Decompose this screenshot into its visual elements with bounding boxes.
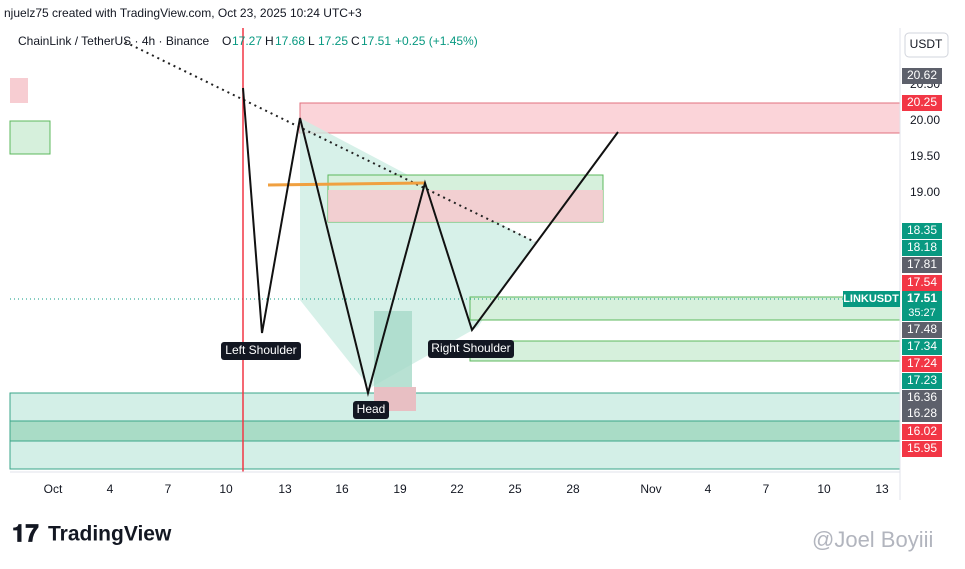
- price-tick: 20.00: [910, 113, 940, 127]
- price-badge-label: 17.23: [907, 373, 937, 387]
- symbol-name: LINKUSDT: [843, 293, 899, 305]
- price-badge-label: 20.25: [907, 95, 937, 109]
- price-badge-label: 16.36: [907, 390, 937, 404]
- zone: [299, 102, 901, 134]
- ohlc-label: H: [265, 34, 274, 48]
- change: +0.25 (+1.45%): [395, 34, 478, 48]
- annotation: Right Shoulder: [431, 341, 510, 355]
- symbol-price: 17.51: [907, 291, 937, 305]
- price-badge: [902, 339, 942, 355]
- price-badge-label: 18.35: [907, 223, 937, 237]
- time-tick: 19: [393, 482, 407, 496]
- price-badge-label: 16.28: [907, 406, 937, 420]
- price-tick: 19.50: [910, 149, 940, 163]
- ohlc-value: 17.68: [275, 34, 305, 48]
- trend-line: [124, 41, 536, 243]
- time-tick: 10: [817, 482, 831, 496]
- price-badge-label: 17.34: [907, 339, 937, 353]
- ohlc-value: 17.51: [361, 34, 391, 48]
- zone: [9, 120, 51, 155]
- ohlc-label: C: [351, 34, 360, 48]
- time-tick: 13: [278, 482, 292, 496]
- currency-button[interactable]: [904, 32, 949, 58]
- pattern-line: [242, 87, 619, 397]
- symbol-badge: [902, 291, 942, 321]
- time-tick: 10: [219, 482, 233, 496]
- time-tick: 7: [165, 482, 172, 496]
- zone: [469, 340, 901, 362]
- zone: [10, 78, 28, 103]
- symbol: ChainLink / TetherUS · 4h · Binance: [18, 34, 210, 48]
- zone: [328, 190, 603, 222]
- time-tick: 4: [705, 482, 712, 496]
- brand: TradingView: [48, 523, 172, 546]
- price-badge-label: 17.24: [907, 356, 937, 370]
- price-badge: [902, 373, 942, 389]
- price-badge: [902, 424, 942, 440]
- time-tick: 25: [508, 482, 522, 496]
- time-tick: 13: [875, 482, 889, 496]
- price-badge: [902, 95, 942, 111]
- logo-mark: 𝟏𝟕: [12, 520, 39, 547]
- ohlc-value: 17.27: [232, 34, 262, 48]
- ohlc-value: 17.25: [318, 34, 348, 48]
- countdown: 35:27: [908, 307, 936, 319]
- time-tick: 7: [763, 482, 770, 496]
- zone: [469, 296, 901, 321]
- price-badge: [902, 356, 942, 372]
- price-tick: 19.00: [910, 185, 940, 199]
- time-tick: 16: [335, 482, 349, 496]
- label-box: [353, 401, 389, 419]
- price-badge-label: 15.95: [907, 441, 937, 455]
- label-box: [221, 342, 301, 360]
- neckline: [267, 181, 426, 187]
- price-badge: [902, 240, 942, 256]
- currency: USDT: [910, 37, 943, 51]
- ohlc: O 17.27 H 17.68 L 17.25 C 17.51: [222, 34, 391, 48]
- time-tick: 28: [566, 482, 580, 496]
- credit: njuelz75 created with TradingView.com, O…: [4, 6, 362, 20]
- annotation: Head: [357, 402, 386, 416]
- ohlc-label: L: [308, 34, 315, 48]
- annotation: Left Shoulder: [225, 343, 296, 357]
- price-badge: [902, 390, 942, 406]
- price-badge: [902, 68, 942, 84]
- watermark: @Joel Boyiii: [812, 527, 933, 552]
- price-badge-label: 17.48: [907, 322, 937, 336]
- price-badge-label: 17.54: [907, 275, 937, 289]
- symbol-badge: [843, 291, 900, 307]
- price-badge-label: 20.62: [907, 68, 937, 82]
- zone: [9, 420, 901, 442]
- price-badge: [902, 406, 942, 422]
- time-tick: Oct: [44, 482, 63, 496]
- price-badge-label: 18.18: [907, 240, 937, 254]
- price-badge: [902, 275, 942, 291]
- label-box: [428, 340, 514, 358]
- price-badge: [902, 223, 942, 239]
- price-badge: [902, 322, 942, 338]
- time-tick: 22: [450, 482, 464, 496]
- price-badge-label: 17.81: [907, 257, 937, 271]
- price-badge: [902, 441, 942, 457]
- time-tick: Nov: [640, 482, 661, 496]
- time-tick: 4: [107, 482, 114, 496]
- ohlc-label: O: [222, 34, 231, 48]
- price-badge-label: 16.02: [907, 424, 937, 438]
- price-badge: [902, 257, 942, 273]
